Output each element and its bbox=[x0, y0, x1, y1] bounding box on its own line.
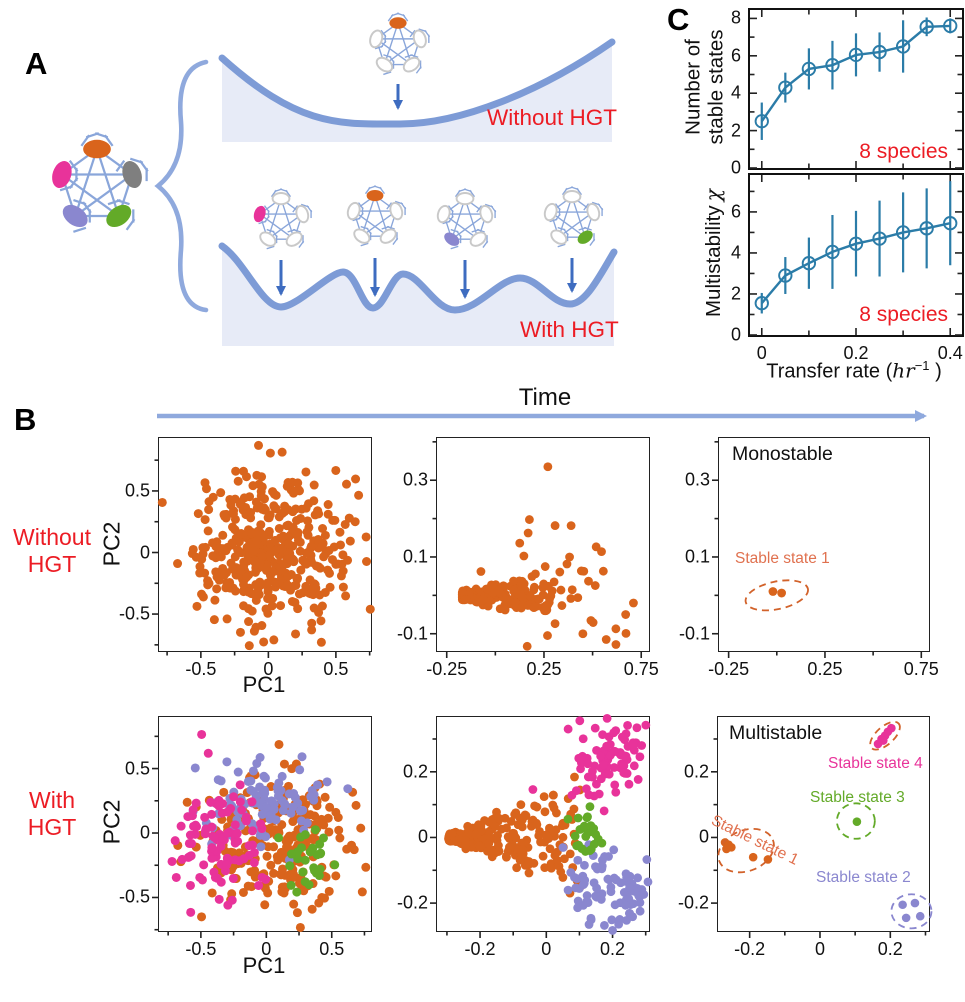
c-top-ylabel: Number of stable states bbox=[681, 29, 727, 145]
network-state-purple bbox=[434, 192, 496, 250]
network-state-orange bbox=[344, 190, 406, 247]
single-well-landscape-curve bbox=[218, 38, 616, 128]
stable-state-2-label: Stable state 2 bbox=[816, 869, 911, 886]
species-note-top: 8 species bbox=[859, 140, 948, 163]
row-label-without-hgt: Without HGT bbox=[13, 524, 91, 578]
panel-c-label: C bbox=[667, 2, 690, 37]
multistable-label: Multistable bbox=[729, 722, 823, 744]
pca-scatter-without-hgt-early: -0.5 0 0.5 -0.5 0 0.5 bbox=[119, 437, 375, 679]
panel-a-diagram bbox=[48, 17, 618, 346]
stable-state-4-label: Stable state 4 bbox=[828, 755, 923, 772]
network-state-green bbox=[541, 190, 603, 248]
panel-a-label: A bbox=[25, 46, 48, 81]
multi-well-landscape-curve bbox=[218, 242, 618, 314]
pc2-label-row2: PC2 bbox=[98, 799, 125, 845]
with-hgt-caption: With HGT bbox=[520, 317, 619, 342]
c-bottom-ylabel: Multistabilityχ bbox=[701, 188, 726, 318]
curly-brace bbox=[154, 59, 209, 313]
panel-b-label: B bbox=[14, 402, 37, 437]
pca-scatter-with-hgt-final: Multistable Stable state 1 Stable state … bbox=[678, 716, 933, 959]
monostable-label: Monostable bbox=[732, 443, 833, 465]
stable-state-3-label: Stable state 3 bbox=[810, 789, 905, 806]
pca-scatter-with-hgt-early: -0.5 0 0.5 -0.5 0 0.5 bbox=[119, 716, 372, 959]
c-xaxis-label: Transfer rate (hr−1 ) bbox=[766, 358, 942, 383]
community-network-full bbox=[48, 139, 146, 232]
network-without-hgt bbox=[367, 17, 429, 76]
time-axis-label: Time bbox=[518, 384, 572, 411]
network-state-pink bbox=[251, 192, 312, 250]
multi-well-landscape-fill bbox=[222, 246, 614, 346]
time-arrow bbox=[157, 410, 927, 422]
stable-state-1-label: Stable state 1 bbox=[708, 811, 802, 869]
stable-state-1-label-mono: Stable state 1 bbox=[735, 550, 830, 567]
pc1-label-row1: PC1 bbox=[242, 672, 286, 697]
without-hgt-caption: Without HGT bbox=[487, 105, 618, 130]
row-label-with-hgt: With HGT bbox=[27, 787, 77, 841]
pca-scatter-with-hgt-mid: -0.2 0 0.2 -0.2 0 0.2 bbox=[397, 713, 653, 959]
pc1-label-row2: PC1 bbox=[242, 953, 286, 978]
pca-scatter-without-hgt-final: Monostable Stable state 1 -0.25 0.25 0.75-… bbox=[679, 437, 939, 679]
pc2-label-row1: PC2 bbox=[98, 521, 125, 567]
chart-multistability: 8 species 0 0.2 0.4 0 2 4 6 bbox=[731, 173, 964, 363]
single-well-landscape-fill bbox=[222, 42, 612, 142]
pca-scatter-without-hgt-mid: -0.25 0.25 0.75 -0.1 0.1 0.3 bbox=[397, 437, 659, 679]
species-note-bottom: 8 species bbox=[859, 303, 948, 326]
